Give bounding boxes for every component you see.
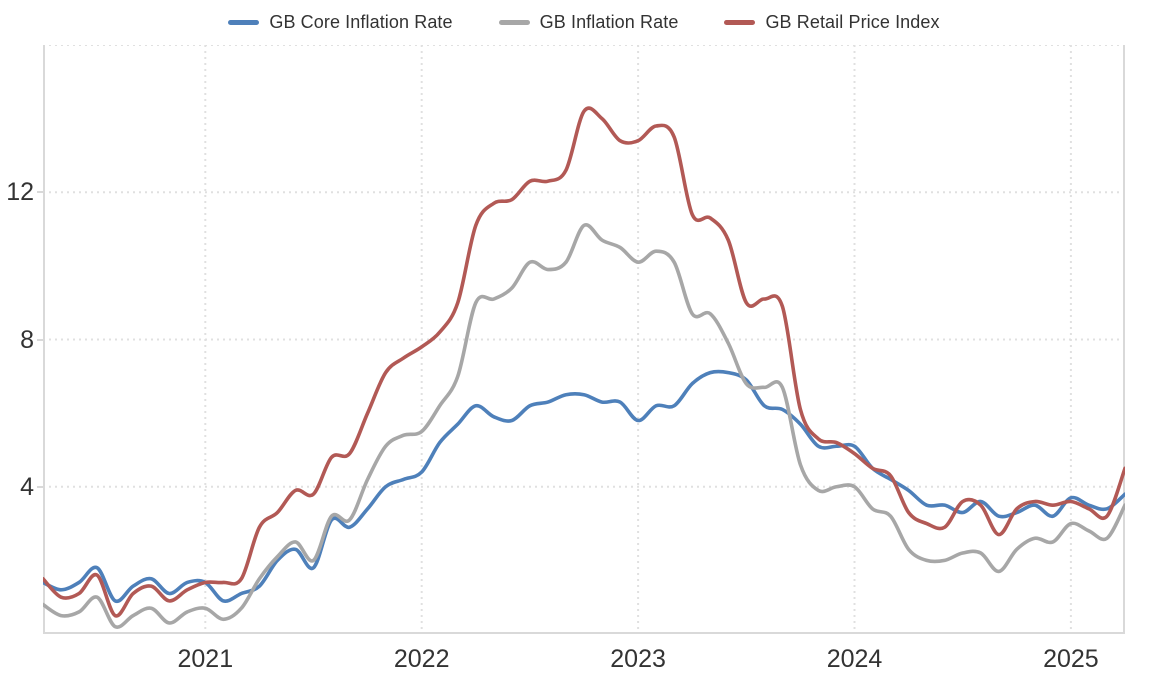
y-axis-tick-12: [37, 191, 43, 194]
chart-svg: [43, 45, 1125, 634]
y-axis-label-4: 4: [20, 472, 34, 501]
legend: GB Core Inflation Rate GB Inflation Rate G…: [0, 12, 1168, 33]
series-line-gb-inflation-rate: [43, 223, 1125, 629]
legend-item-gb-retail-price-index[interactable]: GB Retail Price Index: [724, 12, 940, 33]
legend-item-gb-core-inflation-rate[interactable]: GB Core Inflation Rate: [228, 12, 453, 33]
series-line-gb-retail-price-index: [43, 106, 1125, 618]
legend-label-gb-inflation-rate: GB Inflation Rate: [539, 12, 679, 32]
y-axis-label-8: 8: [20, 325, 34, 354]
legend-label-gb-retail-price-index: GB Retail Price Index: [765, 12, 940, 32]
legend-item-gb-inflation-rate[interactable]: GB Inflation Rate: [498, 12, 679, 33]
plot-area[interactable]: [43, 45, 1125, 634]
x-axis-label-2022: 2022: [393, 645, 450, 673]
x-axis-label-2024: 2024: [826, 645, 883, 673]
x-axis-label-2025: 2025: [1043, 645, 1099, 673]
legend-label-gb-core-inflation-rate: GB Core Inflation Rate: [269, 12, 453, 32]
y-axis-tick-8: [37, 338, 43, 341]
x-axis-label-2023: 2023: [610, 645, 666, 673]
legend-swatch-gb-retail-price-index: [724, 20, 756, 25]
legend-swatch-gb-inflation-rate: [498, 20, 530, 25]
legend-swatch-gb-core-inflation-rate: [228, 20, 260, 25]
series-line-gb-core-inflation-rate: [43, 369, 1125, 604]
y-axis-label-12: 12: [6, 178, 34, 207]
x-axis-label-2021: 2021: [177, 645, 234, 673]
y-axis-tick-4: [37, 485, 43, 488]
